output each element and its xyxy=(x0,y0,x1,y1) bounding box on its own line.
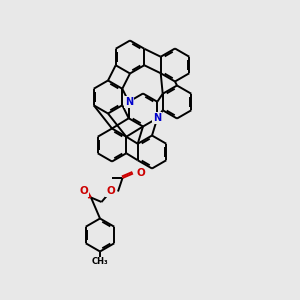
Text: O: O xyxy=(106,187,115,196)
Text: O: O xyxy=(136,169,145,178)
Text: N: N xyxy=(124,97,133,107)
Text: CH₃: CH₃ xyxy=(92,257,108,266)
Text: N: N xyxy=(153,113,161,123)
Text: O: O xyxy=(79,187,88,196)
